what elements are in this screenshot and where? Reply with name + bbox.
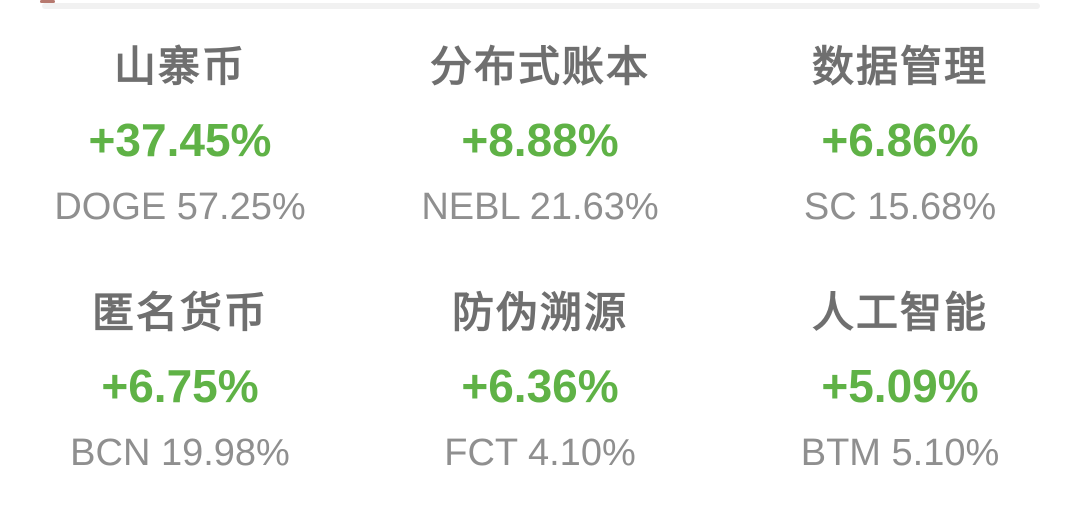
red-marker-fragment <box>40 0 55 3</box>
sector-change-value: +37.45% <box>88 114 272 166</box>
sector-title: 数据管理 <box>811 43 988 90</box>
sector-leader-coin: SC 15.68% <box>803 186 997 228</box>
sector-change-value: +6.86% <box>821 114 979 166</box>
sector-card-anonymous-currency[interactable]: 匿名货币 +6.75% BCN 19.98% <box>0 289 360 475</box>
sector-leader-coin: BCN 19.98% <box>70 432 290 474</box>
sector-card-altcoin[interactable]: 山寨币 +37.45% DOGE 57.25% <box>0 43 360 229</box>
sector-change-value: +6.36% <box>461 360 619 412</box>
sector-title: 人工智能 <box>811 289 988 336</box>
sector-card-distributed-ledger[interactable]: 分布式账本 +8.88% NEBL 21.63% <box>360 43 720 229</box>
top-strip <box>0 0 1080 12</box>
sector-leader-coin: NEBL 21.63% <box>421 186 659 228</box>
sector-title: 匿名货币 <box>91 289 268 336</box>
sector-title: 分布式账本 <box>429 43 650 90</box>
sector-card-artificial-intelligence[interactable]: 人工智能 +5.09% BTM 5.10% <box>720 289 1080 475</box>
top-divider-bar <box>42 3 1040 9</box>
sector-card-data-management[interactable]: 数据管理 +6.86% SC 15.68% <box>720 43 1080 229</box>
sector-leader-coin: FCT 4.10% <box>444 432 636 474</box>
sector-leader-coin: DOGE 57.25% <box>54 186 306 228</box>
sector-title: 山寨币 <box>113 43 246 90</box>
sector-leader-coin: BTM 5.10% <box>800 432 1000 474</box>
sector-grid: 山寨币 +37.45% DOGE 57.25% 分布式账本 +8.88% NEB… <box>0 43 1080 475</box>
sector-title: 防伪溯源 <box>451 289 628 336</box>
sector-card-anti-counterfeit-traceability[interactable]: 防伪溯源 +6.36% FCT 4.10% <box>360 289 720 475</box>
sector-change-value: +5.09% <box>821 360 979 412</box>
sector-change-value: +6.75% <box>101 360 259 412</box>
sector-change-value: +8.88% <box>461 114 619 166</box>
